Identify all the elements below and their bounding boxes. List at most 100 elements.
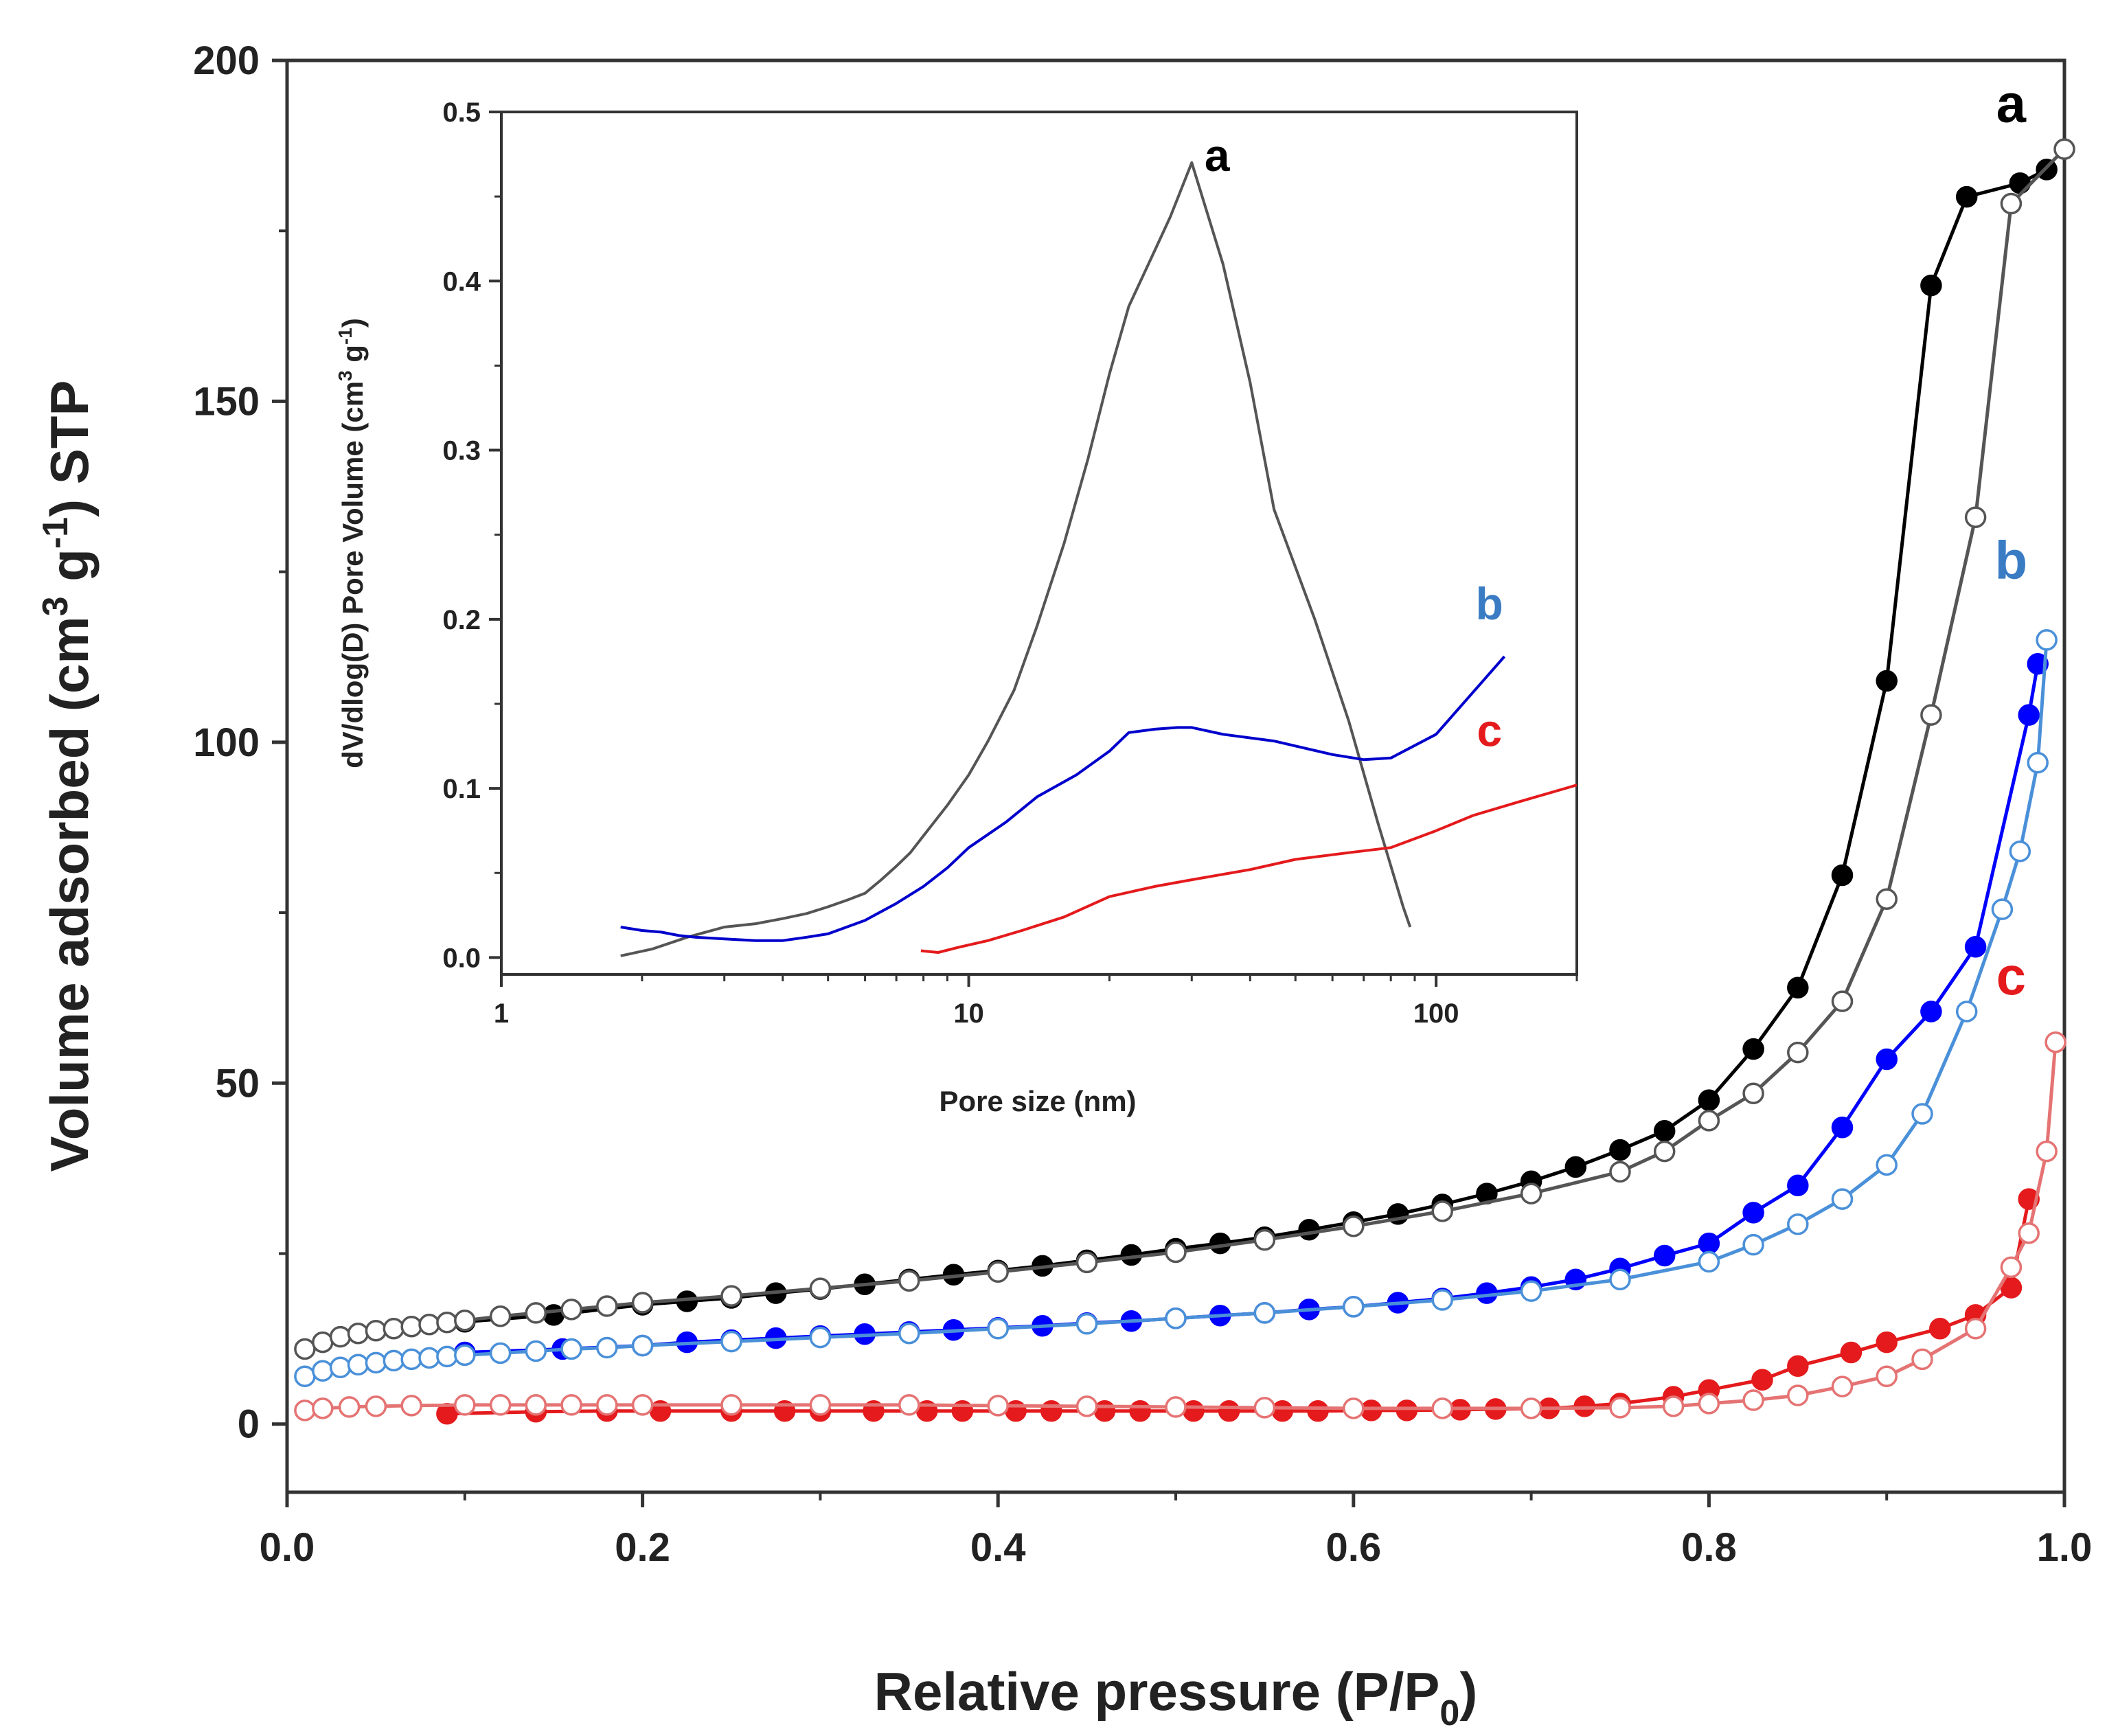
inset-series-line-a [620, 161, 1412, 957]
main-data-point [1955, 185, 1978, 208]
main-data-point [1396, 1400, 1418, 1421]
main-data-point [1787, 1041, 1809, 1064]
inset-series-group [620, 161, 1578, 957]
main-data-point [347, 1322, 369, 1345]
main-y-axis-title-b: g [39, 549, 100, 596]
main-data-point [1964, 1317, 1987, 1340]
main-series-label-a: a [1996, 73, 2027, 133]
main-data-point [1520, 1280, 1542, 1302]
main-data-point [2045, 1031, 2066, 1053]
main-data-point [809, 1394, 832, 1416]
main-data-point [347, 1354, 369, 1376]
main-x-axis-title-sub: 0 [1439, 1693, 1459, 1733]
main-y-tick-label: 100 [193, 720, 260, 765]
main-data-point [898, 1322, 920, 1345]
main-data-point [1431, 1289, 1453, 1311]
main-data-point [1298, 1219, 1320, 1241]
main-data-point [1831, 1188, 1854, 1210]
main-data-point [1831, 864, 1854, 887]
main-x-axis-title: Relative pressure (P/P0) [874, 1661, 1478, 1733]
main-data-point [1742, 1202, 1764, 1224]
main-data-point [1876, 670, 1898, 692]
inset-y-axis-title-a: dV/dlog(D) Pore Volume (cm [337, 381, 369, 768]
main-x-tick-label: 0.4 [970, 1525, 1026, 1570]
main-data-point [1271, 1400, 1294, 1422]
main-series-label-b: b [1995, 530, 2028, 591]
inset-y-axis-title-sup1: 3 [334, 370, 356, 381]
main-data-point [1787, 1355, 1809, 1378]
main-data-point [1964, 506, 1987, 528]
main-data-point [1876, 1365, 1898, 1387]
inset-series-label-a: a [1205, 130, 1231, 181]
main-data-point [1165, 1396, 1187, 1418]
main-data-point [560, 1299, 582, 1321]
main-x-axis-title-end: ) [1459, 1661, 1477, 1722]
main-data-point [1787, 976, 1809, 999]
main-data-point [1911, 1103, 1933, 1125]
main-series-group [294, 138, 2075, 1425]
main-y-axis-title: Volume adsorbed (cm3 g-1) STP [36, 380, 100, 1172]
main-x-tick-label: 0.0 [260, 1525, 315, 1570]
main-series-c-desorption [294, 1031, 2066, 1421]
main-data-point [1183, 1400, 1205, 1422]
main-x-tick-label: 0.2 [615, 1525, 670, 1570]
main-data-point [1431, 1200, 1453, 1222]
main-data-point [1787, 1213, 1809, 1235]
main-data-point [1742, 1038, 1764, 1060]
inset-y-tick-label: 0.1 [442, 774, 481, 804]
main-data-point [1307, 1400, 1329, 1422]
main-series-a-desorption [294, 138, 2075, 1360]
main-data-point [1165, 1241, 1187, 1264]
main-data-point [1218, 1400, 1240, 1422]
main-data-point [383, 1317, 405, 1340]
main-data-point [631, 1292, 654, 1314]
main-data-point [1920, 1001, 1942, 1023]
inset-series-line-b [620, 655, 1506, 942]
inset-y-tick-label: 0.4 [442, 266, 481, 297]
main-data-point [1520, 1397, 1542, 1419]
main-data-point [720, 1330, 742, 1353]
inset-x-axis-ticks: 1 10 100 [494, 974, 1578, 1029]
main-series-b-desorption [294, 629, 2058, 1387]
main-data-point [1075, 1395, 1098, 1417]
inset-y-tick-label: 0.0 [442, 943, 481, 973]
main-data-point [1991, 898, 2014, 920]
main-data-point [454, 1344, 476, 1367]
main-data-point [1742, 1389, 1764, 1411]
main-data-point [1253, 1397, 1276, 1419]
main-y-axis-title-sup1: 3 [36, 596, 76, 616]
main-y-tick-label: 50 [215, 1061, 260, 1106]
main-data-point [1751, 1369, 1773, 1391]
main-data-point [312, 1331, 334, 1354]
main-data-point [543, 1304, 565, 1326]
inset-x-axis-title: Pore size (nm) [939, 1085, 1136, 1117]
main-data-point [294, 1338, 316, 1360]
main-data-point [1165, 1307, 1187, 1329]
main-data-point [1609, 1397, 1631, 1419]
main-x-tick-label: 0.6 [1325, 1525, 1381, 1570]
inset-y-axis-title: dV/dlog(D) Pore Volume (cm3 g-1) [334, 318, 369, 768]
main-y-axis-title-a: Volume adsorbed (cm [39, 616, 100, 1172]
main-data-point [1698, 1393, 1720, 1415]
main-data-point [1075, 1251, 1098, 1274]
main-data-point [1929, 1317, 1951, 1340]
main-data-point [1209, 1232, 1231, 1255]
main-data-point [1653, 1140, 1676, 1163]
main-data-point [1698, 1250, 1720, 1273]
main-data-point [1653, 1120, 1676, 1142]
main-data-point [436, 1345, 458, 1368]
main-data-point [1876, 1331, 1898, 1354]
main-series-line [304, 1042, 2058, 1413]
inset-y-tick-label: 0.3 [442, 436, 481, 466]
main-data-point [1653, 1244, 1676, 1267]
main-data-point [525, 1340, 547, 1362]
main-data-point [1431, 1397, 1453, 1419]
main-data-point [454, 1394, 476, 1416]
inset-x-tick-label: 100 [1413, 998, 1459, 1029]
main-data-point [2000, 1256, 2023, 1279]
inset-series-labels: a b c [1205, 130, 1503, 755]
inset-series-label-c: c [1477, 705, 1502, 756]
main-data-point [809, 1277, 832, 1299]
inset-y-axis-title-b: g [337, 345, 369, 370]
main-data-point [1831, 1375, 1854, 1397]
